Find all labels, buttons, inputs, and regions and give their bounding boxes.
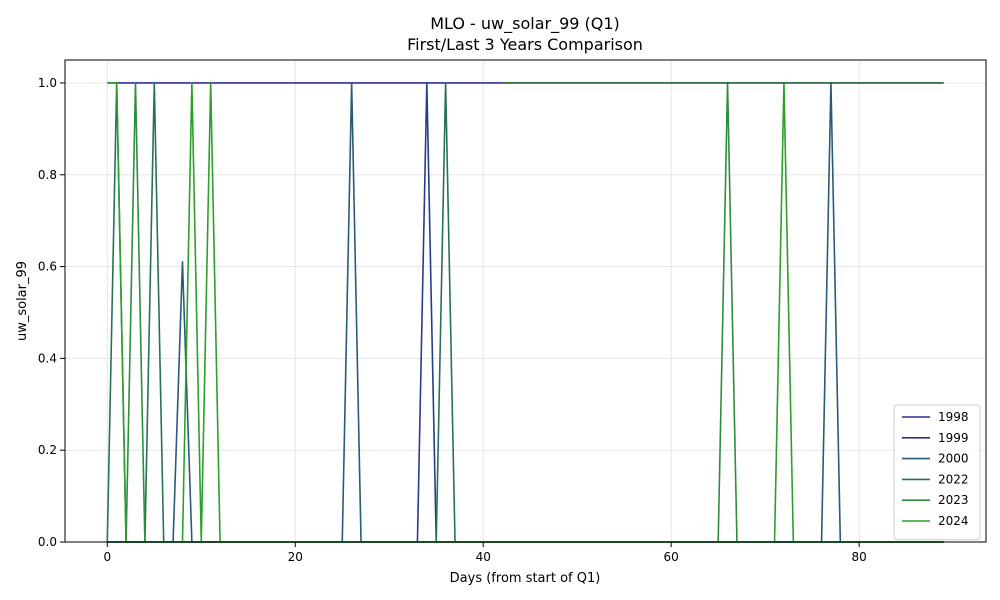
- y-tick-label: 0.2: [38, 443, 57, 457]
- y-tick-label: 0.8: [38, 168, 57, 182]
- y-tick-label: 1.0: [38, 76, 57, 90]
- chart-title: MLO - uw_solar_99 (Q1): [430, 14, 620, 34]
- y-tick-label: 0.0: [38, 535, 57, 549]
- y-tick-label: 0.6: [38, 260, 57, 274]
- legend-label: 2023: [938, 493, 969, 507]
- x-tick-label: 60: [664, 550, 679, 564]
- legend: 1998 1999 2000 2022 2023 2024: [893, 404, 981, 541]
- legend-label: 1999: [938, 431, 969, 445]
- legend-label: 2024: [938, 514, 969, 528]
- x-tick-label: 40: [476, 550, 491, 564]
- legend-label: 2022: [938, 472, 969, 486]
- legend-label: 2000: [938, 452, 969, 466]
- x-tick-label: 0: [103, 550, 111, 564]
- x-tick-label: 80: [851, 550, 866, 564]
- chart-subtitle: First/Last 3 Years Comparison: [407, 35, 643, 54]
- legend-label: 1998: [938, 410, 969, 424]
- y-tick-label: 0.4: [38, 351, 57, 365]
- y-axis-label: uw_solar_99: [15, 261, 30, 341]
- x-tick-label: 20: [288, 550, 303, 564]
- series-line-2000: [107, 82, 944, 543]
- plot-frame: [64, 59, 987, 543]
- legend-box: [893, 404, 981, 541]
- series-line-2024: [107, 82, 944, 543]
- axis-ticks: 0 20 40 60 80 0.0 0.2 0.4 0.6 0.8 1.0: [38, 76, 867, 564]
- x-axis-label: Days (from start of Q1): [450, 571, 601, 586]
